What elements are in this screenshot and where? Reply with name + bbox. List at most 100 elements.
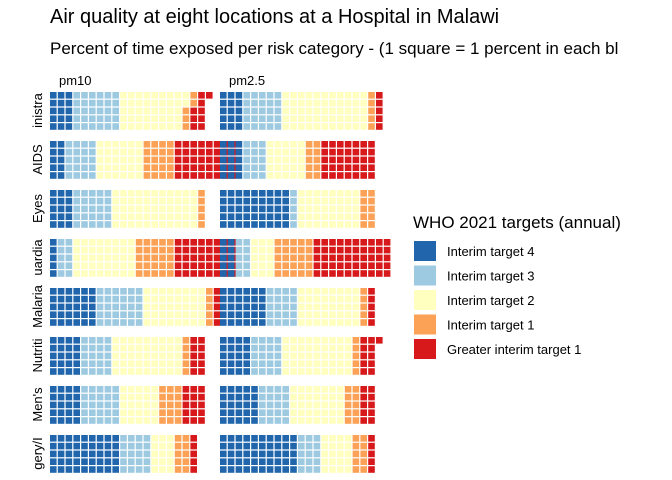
waffle-square bbox=[182, 148, 190, 156]
waffle-square bbox=[89, 148, 96, 156]
waffle-square bbox=[282, 360, 289, 367]
waffle-square bbox=[376, 99, 383, 107]
waffle-square bbox=[282, 164, 289, 171]
waffle-square bbox=[151, 99, 158, 107]
chart-title: Air quality at eight locations at a Hosp… bbox=[50, 6, 500, 28]
waffle-square bbox=[344, 148, 352, 156]
waffle-square bbox=[251, 164, 258, 171]
waffle-square bbox=[368, 344, 375, 352]
waffle-square bbox=[143, 288, 151, 295]
waffle-square bbox=[151, 221, 158, 228]
waffle-square bbox=[298, 115, 305, 122]
waffle-square bbox=[143, 442, 151, 450]
waffle-square bbox=[290, 352, 297, 360]
waffle-square bbox=[104, 270, 112, 277]
waffle-square bbox=[151, 190, 158, 197]
waffle-square bbox=[243, 246, 250, 254]
waffle-square bbox=[57, 221, 65, 228]
waffle-square bbox=[112, 156, 119, 164]
waffle-square bbox=[65, 239, 73, 246]
waffle-square bbox=[313, 262, 321, 269]
waffle-square bbox=[290, 401, 297, 409]
waffle-square bbox=[159, 386, 166, 393]
waffle-square bbox=[65, 344, 73, 352]
waffle-square bbox=[128, 172, 135, 179]
waffle-square bbox=[50, 254, 57, 262]
waffle-square bbox=[104, 344, 112, 352]
waffle-square bbox=[227, 295, 235, 303]
waffle-square bbox=[329, 262, 336, 269]
waffle-square bbox=[368, 246, 375, 254]
waffle-square bbox=[321, 239, 328, 246]
waffle-square bbox=[337, 458, 344, 465]
waffle-square bbox=[96, 141, 104, 148]
waffle-square bbox=[167, 344, 174, 352]
waffle-square bbox=[321, 417, 328, 424]
waffle-square bbox=[313, 337, 321, 344]
waffle-square bbox=[344, 450, 352, 458]
waffle-square bbox=[182, 190, 190, 197]
waffle-square bbox=[174, 393, 182, 401]
waffle-square bbox=[167, 115, 174, 122]
waffle-square bbox=[313, 205, 321, 213]
waffle-square bbox=[368, 92, 375, 99]
waffle-square bbox=[120, 172, 127, 179]
waffle-square bbox=[190, 442, 197, 450]
waffle-square bbox=[206, 311, 213, 318]
waffle-square bbox=[96, 409, 104, 416]
waffle-square bbox=[259, 295, 266, 303]
waffle-square bbox=[151, 337, 158, 344]
waffle-square bbox=[73, 466, 80, 473]
waffle-square bbox=[73, 344, 80, 352]
waffle-square bbox=[243, 442, 250, 450]
waffle-square bbox=[65, 337, 73, 344]
waffle-square bbox=[227, 141, 235, 148]
waffle-square bbox=[174, 311, 182, 318]
waffle-square bbox=[50, 270, 57, 277]
waffle-square bbox=[360, 311, 367, 318]
waffle-square bbox=[89, 360, 96, 367]
waffle-square bbox=[50, 164, 57, 171]
waffle-square bbox=[50, 141, 57, 148]
waffle-square bbox=[305, 311, 313, 318]
waffle-square bbox=[198, 148, 205, 156]
waffle-square bbox=[174, 239, 182, 246]
waffle-square bbox=[282, 92, 289, 99]
waffle-square bbox=[104, 92, 112, 99]
waffle-square bbox=[57, 352, 65, 360]
waffle-square bbox=[305, 92, 313, 99]
waffle-square bbox=[167, 442, 174, 450]
waffle-square bbox=[290, 319, 297, 326]
waffle-square bbox=[112, 246, 119, 254]
waffle-square bbox=[159, 172, 166, 179]
waffle-square bbox=[313, 386, 321, 393]
waffle-square bbox=[290, 197, 297, 205]
waffle-square bbox=[112, 141, 119, 148]
waffle-square bbox=[143, 141, 151, 148]
waffle-square bbox=[167, 409, 174, 416]
waffle-square bbox=[81, 115, 88, 122]
waffle-square bbox=[344, 417, 352, 424]
waffle-square bbox=[352, 115, 360, 122]
waffle-square bbox=[298, 393, 305, 401]
waffle-square bbox=[143, 92, 151, 99]
waffle-square bbox=[235, 99, 243, 107]
waffle-square bbox=[128, 92, 135, 99]
waffle-square bbox=[235, 270, 243, 277]
waffle-square bbox=[360, 442, 367, 450]
waffle-square bbox=[243, 107, 250, 115]
waffle-square bbox=[190, 360, 197, 367]
waffle-square bbox=[235, 254, 243, 262]
waffle-square bbox=[290, 92, 297, 99]
waffle-square bbox=[352, 254, 360, 262]
waffle-square bbox=[305, 99, 313, 107]
waffle-square bbox=[143, 115, 151, 122]
waffle-square bbox=[251, 148, 258, 156]
waffle-square bbox=[135, 368, 143, 375]
waffle-square bbox=[174, 197, 182, 205]
waffle-square bbox=[290, 190, 297, 197]
waffle-square bbox=[243, 295, 250, 303]
waffle-square bbox=[266, 246, 274, 254]
waffle-square bbox=[50, 458, 57, 465]
